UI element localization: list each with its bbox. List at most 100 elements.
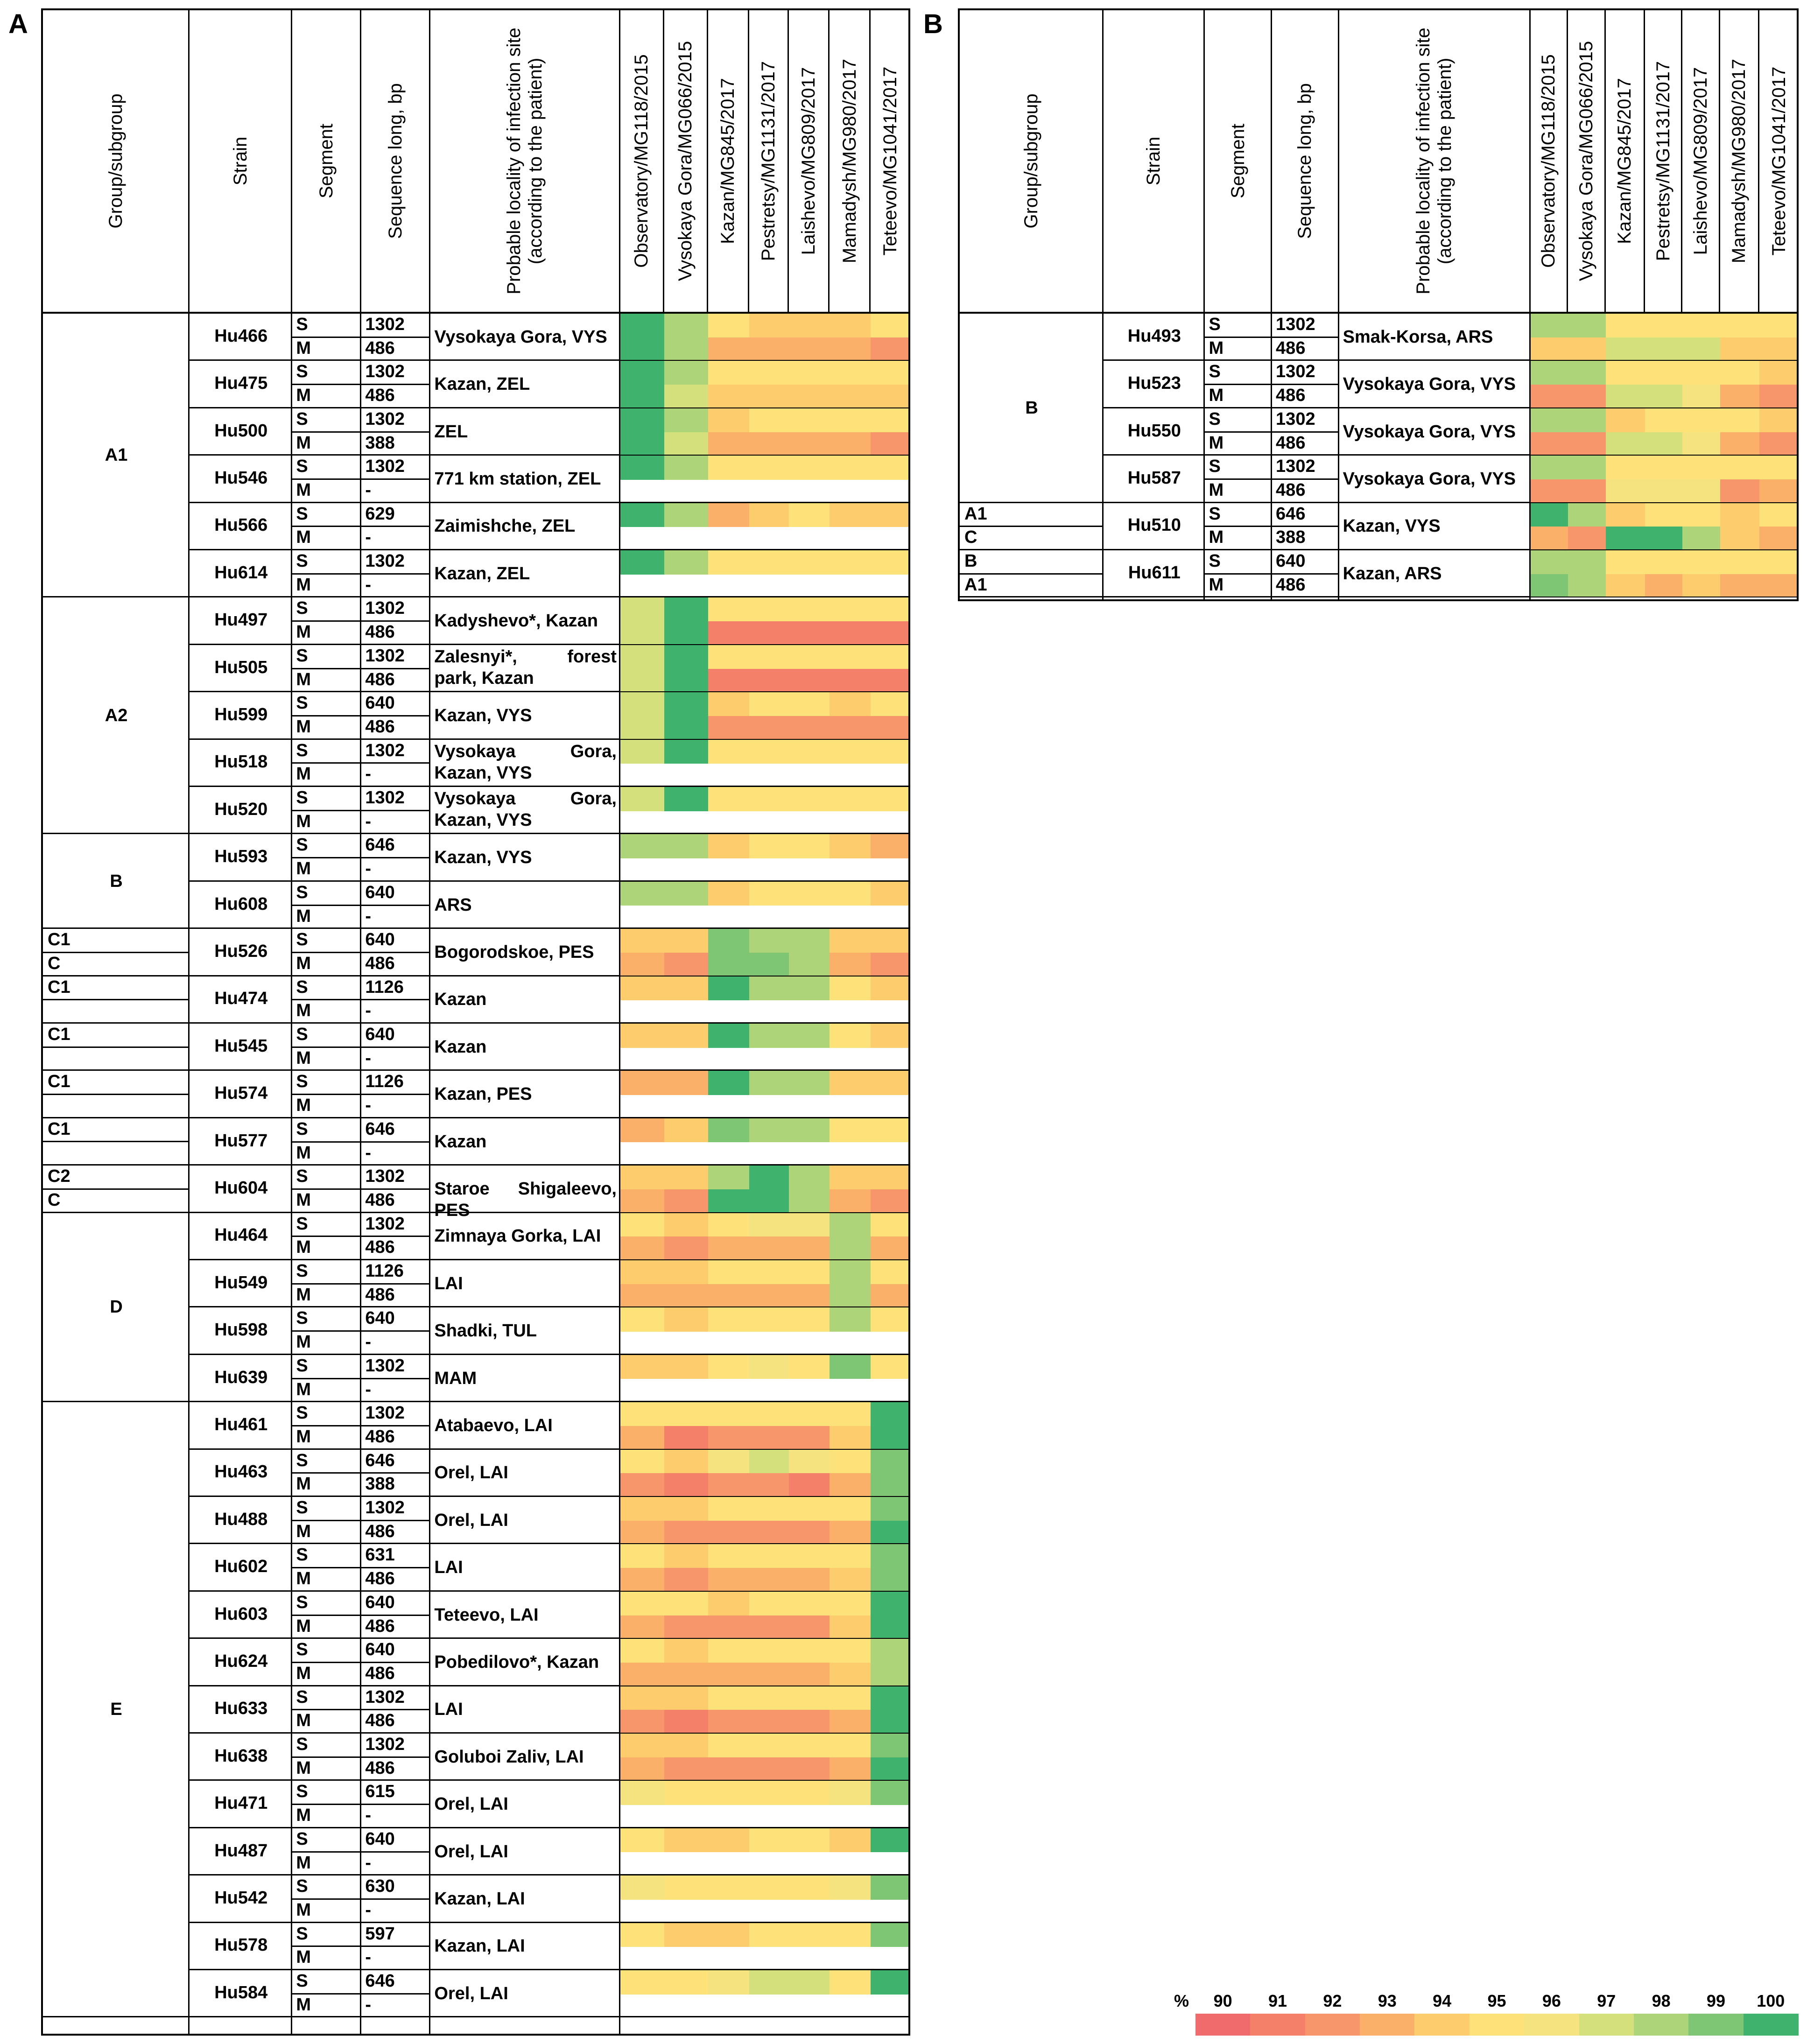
segment-label: M <box>296 338 311 358</box>
heatmap-cell <box>1645 337 1683 360</box>
strain-name: Hu603 <box>214 1604 268 1624</box>
heatmap-cell <box>789 1473 830 1496</box>
row-divider <box>190 596 908 598</box>
heatmap-cell <box>830 1355 871 1379</box>
heatmap-cell <box>749 787 790 811</box>
heatmap-cell <box>789 1426 830 1449</box>
header-text: Observatory/MG118/2015 <box>1538 54 1559 268</box>
heatmap-cell <box>749 503 790 527</box>
heatmap-cell <box>789 597 830 622</box>
locality: Zaimishche, ZEL <box>434 516 576 536</box>
header-text: Sequence long, bp <box>1294 83 1315 239</box>
strain-name: Hu577 <box>214 1131 268 1151</box>
heatmap-cell <box>620 1024 665 1048</box>
segment-label: M <box>296 386 311 406</box>
segment-label: M <box>1209 338 1224 358</box>
heatmap-cell <box>1645 456 1683 480</box>
segment-label: S <box>296 1782 308 1802</box>
segment-divider <box>292 951 431 953</box>
segment-divider <box>1205 431 1339 433</box>
sequence-length: 486 <box>365 669 395 689</box>
heatmap-cell <box>664 1355 709 1379</box>
sequence-length: 1302 <box>365 1166 405 1187</box>
heatmap-cell <box>1645 503 1683 527</box>
segment-label: M <box>296 1237 311 1257</box>
heatmap-cell <box>708 337 750 360</box>
segment-divider <box>292 667 431 669</box>
heatmap-cell <box>708 1402 750 1426</box>
heatmap-cell <box>1568 408 1606 433</box>
heatmap-cell <box>749 1781 790 1805</box>
heatmap-cell <box>1759 385 1797 407</box>
locality: Vysokaya Gora, VYS <box>434 327 607 347</box>
strain-name: Hu549 <box>214 1272 268 1292</box>
heatmap-cell <box>749 716 790 739</box>
legend-swatch <box>1305 2014 1361 2036</box>
heatmap-cell <box>870 1118 908 1143</box>
segment-label: S <box>296 551 308 571</box>
sequence-length: - <box>365 1332 372 1352</box>
sequence-length: 486 <box>365 1521 395 1541</box>
group-label: E <box>110 1700 122 1720</box>
heatmap-cell <box>870 1497 908 1521</box>
sequence-length: 640 <box>1276 551 1306 571</box>
legend-label: 93 <box>1378 1991 1397 2010</box>
heatmap-cell <box>830 1757 871 1780</box>
row-divider <box>190 1211 908 1213</box>
heatmap-cell <box>789 668 830 692</box>
heatmap-cell <box>870 1071 908 1096</box>
legend-label: 91 <box>1268 1991 1287 2010</box>
strain-name: Hu604 <box>214 1178 268 1198</box>
heatmap-cell <box>870 1024 908 1048</box>
locality: LAI <box>434 1273 463 1293</box>
segment-label: M <box>1209 480 1224 500</box>
segment-label: M <box>296 480 311 500</box>
heatmap-cell <box>1530 408 1569 433</box>
heatmap-cell <box>789 739 830 764</box>
segment-divider <box>1205 526 1339 527</box>
group-block: C1 C <box>43 929 190 976</box>
locality: Kazan, PES <box>434 1084 532 1104</box>
heatmap-cell <box>870 1710 908 1733</box>
row-divider <box>190 1921 908 1923</box>
heatmap-cell <box>1645 314 1683 338</box>
strain-name: Hu463 <box>214 1462 268 1482</box>
row-divider <box>190 738 908 740</box>
segment-label: M <box>296 1143 311 1163</box>
heatmap-cell <box>1682 314 1721 338</box>
row-divider <box>1104 407 1797 408</box>
heatmap-cell <box>620 1307 665 1332</box>
heatmap-cell <box>664 1497 709 1521</box>
locality: Kazan, VYS <box>434 705 532 725</box>
group-split-line <box>43 999 190 1001</box>
heatmap-cell <box>620 716 665 739</box>
sequence-length: 1302 <box>1276 457 1315 477</box>
heatmap-cell <box>830 1639 871 1663</box>
heatmap-cell <box>664 787 709 811</box>
locality: ARS <box>434 895 472 915</box>
row-divider <box>190 1496 908 1497</box>
segment-label: S <box>1209 362 1221 382</box>
heatmap-cell <box>1568 479 1606 502</box>
heatmap-cell <box>830 337 871 360</box>
sequence-length: 640 <box>365 1308 395 1328</box>
legend-swatch <box>1250 2014 1306 2036</box>
sequence-length: 640 <box>365 1640 395 1660</box>
heatmap-cell <box>1605 456 1645 480</box>
heatmap-cell <box>870 1686 908 1711</box>
heatmap-cell <box>789 1639 830 1663</box>
heatmap-cell <box>1682 408 1721 433</box>
heatmap-cell <box>708 692 750 716</box>
segment-label: M <box>296 1048 311 1068</box>
header-cell: Sequence long, bp <box>361 10 431 312</box>
heatmap-cell <box>708 1497 750 1521</box>
segment-label: M <box>1209 433 1224 453</box>
heatmap-cell <box>620 1520 665 1544</box>
heatmap-cell <box>708 1734 750 1758</box>
sequence-length: 486 <box>1276 433 1306 453</box>
heatmap-cell <box>620 1828 665 1853</box>
heatmap-cell <box>870 621 908 644</box>
heatmap-cell <box>870 597 908 622</box>
heatmap-legend: % 90 91 92 93 94 95 96 97 98 99 100 <box>1170 1991 1799 2036</box>
strain-name: Hu599 <box>214 704 268 724</box>
